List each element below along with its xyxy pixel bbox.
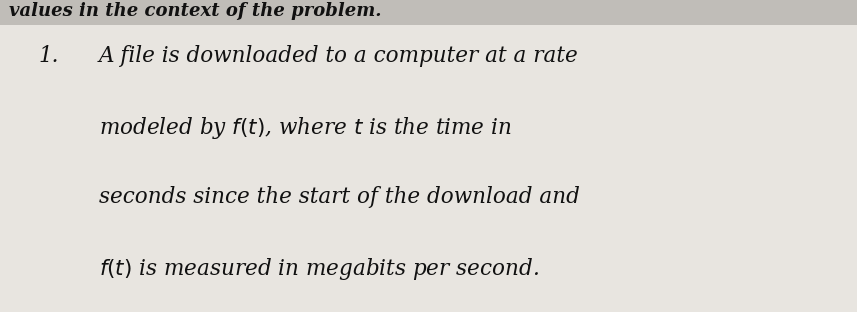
Text: seconds since the start of the download and: seconds since the start of the download … (99, 186, 579, 208)
Text: A file is downloaded to a computer at a rate: A file is downloaded to a computer at a … (99, 45, 578, 67)
Text: modeled by $f(t)$, where $t$ is the time in: modeled by $f(t)$, where $t$ is the time… (99, 115, 512, 141)
Text: $f(t)$ is measured in megabits per second.: $f(t)$ is measured in megabits per secon… (99, 256, 538, 282)
Text: values in the context of the problem.: values in the context of the problem. (9, 2, 381, 20)
Text: 1.: 1. (39, 45, 59, 67)
Bar (0, 0, 857, 25)
